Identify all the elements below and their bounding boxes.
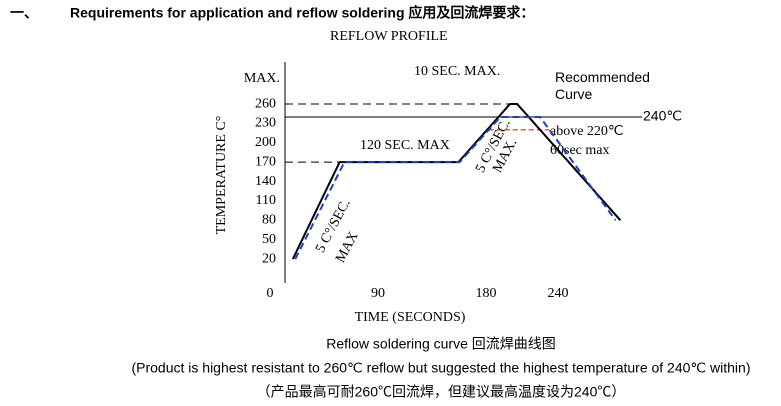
y-max-label: MAX. xyxy=(244,71,280,86)
y-tick-label: 50 xyxy=(262,232,276,247)
x-tick-label: 0 xyxy=(267,286,274,301)
y-tick-label: 230 xyxy=(255,116,276,131)
caption-title: Reflow soldering curve 回流焊曲线图 xyxy=(326,336,556,352)
x-axis-label: TIME (SECONDS) xyxy=(355,310,466,325)
x-tick-label: 240 xyxy=(548,286,569,301)
series-line xyxy=(291,103,622,260)
y-tick-label: 260 xyxy=(255,96,276,111)
legend-entry: Recommended Curve xyxy=(555,69,650,102)
caption-note-en: (Product is highest resistant to 260℃ re… xyxy=(131,360,750,376)
reference-label: 240℃ xyxy=(643,108,682,124)
y-tick-label: 200 xyxy=(255,135,276,150)
x-tick-label: 90 xyxy=(371,286,385,301)
chart-title: REFLOW PROFILE xyxy=(330,29,448,44)
annotation: MAX xyxy=(333,229,362,265)
y-axis-label: TEMPERATURE C° xyxy=(214,116,229,235)
y-tick-label: 170 xyxy=(255,154,276,169)
caption-note-zh: （产品最高可耐260℃回流焊，但建议最高温度设为240℃） xyxy=(257,384,626,400)
y-tick-label: 140 xyxy=(255,174,276,189)
annotation: 60sec max xyxy=(550,143,609,158)
heading-text: Requirements for application and reflow … xyxy=(70,5,534,21)
y-tick-label: 110 xyxy=(256,193,276,208)
annotation: 10 SEC. MAX. xyxy=(414,64,500,79)
y-tick-label: 20 xyxy=(262,251,276,266)
y-tick-label: 80 xyxy=(262,213,276,228)
annotation: 120 SEC. MAX xyxy=(360,138,450,153)
x-tick-label: 180 xyxy=(476,286,497,301)
heading-number: 一、 xyxy=(10,5,38,21)
series-line xyxy=(294,115,617,260)
annotation: above 220℃ xyxy=(550,124,624,139)
